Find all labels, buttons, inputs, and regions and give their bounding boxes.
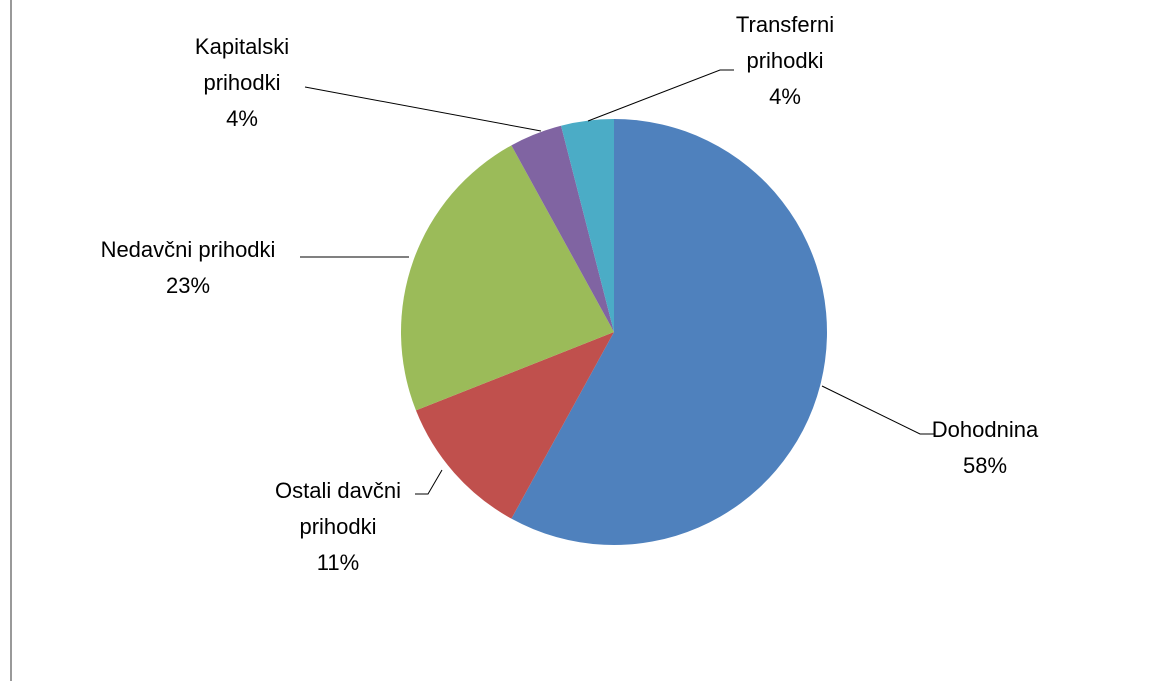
pie-slice [415, 332, 614, 519]
leader-line [304, 86, 542, 132]
pie-slice [511, 125, 614, 332]
category-label: Ostali davčni prihodki [275, 478, 401, 539]
slice-label: Transferni prihodki 4% [725, 7, 845, 115]
value-label: 58% [962, 453, 1008, 478]
leader-line [415, 469, 443, 495]
value-label: 4% [226, 106, 258, 131]
slice-label: Nedavčni prihodki 23% [68, 232, 308, 304]
value-label: 23% [165, 273, 211, 298]
category-label: Dohodnina [931, 417, 1039, 442]
leader-line [587, 69, 734, 122]
category-label: Nedavčni prihodki [100, 237, 276, 262]
slice-label: Ostali davčni prihodki 11% [248, 473, 428, 581]
slice-label: Dohodnina 58% [885, 412, 1085, 484]
category-label: Kapitalski prihodki [194, 34, 290, 95]
value-label: 11% [316, 550, 360, 575]
value-label: 4% [769, 84, 801, 109]
pie-slice [561, 119, 614, 332]
leader-line [821, 385, 935, 435]
pie-slice [511, 119, 828, 546]
category-label: Transferni prihodki [735, 12, 835, 73]
slice-label: Kapitalski prihodki 4% [167, 29, 317, 137]
pie-slice [401, 145, 614, 411]
